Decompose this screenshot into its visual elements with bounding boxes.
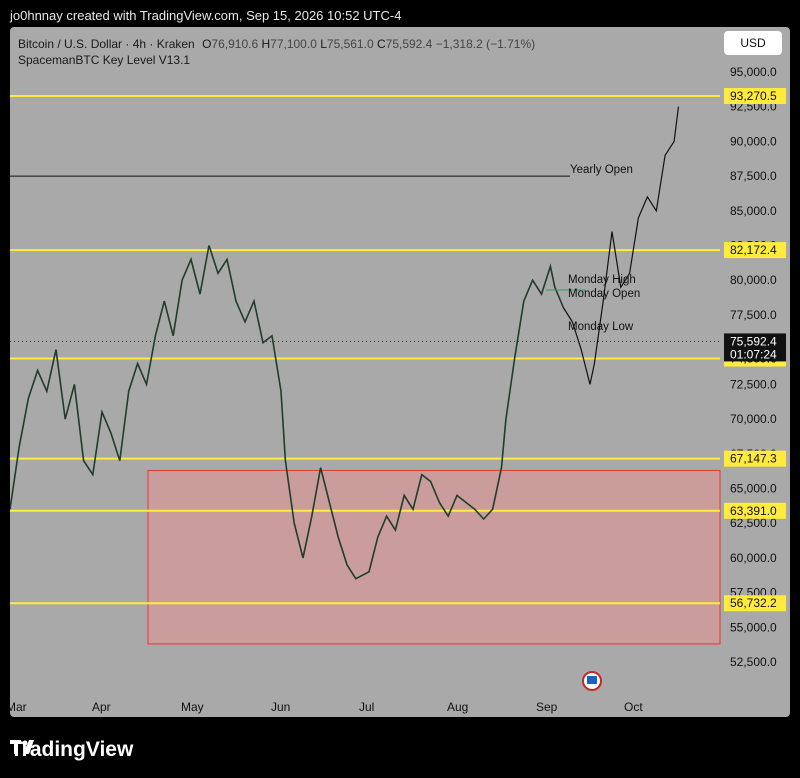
monday-annotation-0: Monday High [568,274,636,286]
projection-line [563,106,680,385]
footer-brand: TradingView [10,738,133,762]
x-tick-label: Aug [447,700,468,714]
open-value: 76,910.6 [211,37,259,51]
key-level-tag-5 [724,595,786,612]
symbol-legend: Bitcoin / U.S. Dollar · 4h · Kraken O76,… [18,37,535,51]
last-price-tag [724,333,786,362]
y-tick-label: 70,000.0 [730,412,777,426]
y-tick-label: 95,000.0 [730,65,777,79]
change-value: −1,318.2 (−1.71%) [435,37,536,51]
y-tick-label: 52,500.0 [730,655,777,669]
footer-brand-name: TradingView [10,738,134,761]
y-tick-label: 62,500.0 [730,516,777,530]
y-tick-label: 90,000.0 [730,134,777,148]
key-level-tag-label-0: 93,270.5 [730,89,777,103]
price-chart[interactable]: Yearly Open95,000.092,500.090,000.087,50… [10,27,790,717]
last-price-countdown: 01:07:24 [730,347,777,361]
low-value: 75,561.0 [326,37,374,51]
last-price-value: 75,592.4 [730,334,777,348]
x-tick-label: Jul [359,700,374,714]
high-value: 77,100.0 [270,37,317,51]
low-label: L [320,37,327,51]
x-tick-label: May [181,700,204,714]
key-level-tag-1 [724,242,786,259]
key-level-tag-label-1: 82,172.4 [730,243,777,257]
x-tick-label: Oct [624,700,643,714]
key-level-tag-0 [724,88,786,105]
x-tick-label: Sep [536,700,558,714]
y-tick-label: 80,000.0 [730,273,777,287]
symbol-name: Bitcoin / U.S. Dollar · 4h · Kraken [18,37,195,51]
event-flag-icon-inner [587,676,597,684]
y-tick-label: 77,500.0 [730,308,777,322]
chart-attribution: jo0hnnay created with TradingView.com, S… [10,8,402,23]
y-tick-label: 72,500.0 [730,377,777,391]
key-level-tag-label-5: 56,732.2 [730,596,777,610]
key-level-tag-3 [724,450,786,467]
y-tick-label: 87,500.0 [730,169,777,183]
y-tick-label: 85,000.0 [730,204,777,218]
y-tick-label: 55,000.0 [730,620,777,634]
y-tick-label: 60,000.0 [730,551,777,565]
key-level-tag-4 [724,502,786,519]
currency-button[interactable]: USD [724,31,782,55]
indicator-legend: SpacemanBTC Key Level V13.1 [18,53,191,67]
close-value: 75,592.4 [385,37,433,51]
price-series-line [10,245,565,580]
tradingview-logo-icon [10,740,34,754]
yearly-open-label: Yearly Open [570,164,633,176]
monday-annotation-2: Monday Low [568,321,634,333]
x-tick-label: Jun [271,700,290,714]
y-tick-label: 65,000.0 [730,481,777,495]
high-label: H [261,37,271,51]
x-tick-label: Apr [92,700,111,714]
key-level-tag-label-3: 67,147.3 [730,452,777,466]
key-level-tag-label-4: 63,391.0 [730,504,777,518]
monday-annotation-1: Monday Open [568,288,640,300]
close-label: C [376,37,386,51]
support-zone [147,469,721,645]
x-tick-label: Mar [10,700,27,714]
chart-panel[interactable]: Yearly Open 95,000.0 92,500.0 90,000.0 87,50… [10,27,790,717]
open-label: O [202,37,212,51]
